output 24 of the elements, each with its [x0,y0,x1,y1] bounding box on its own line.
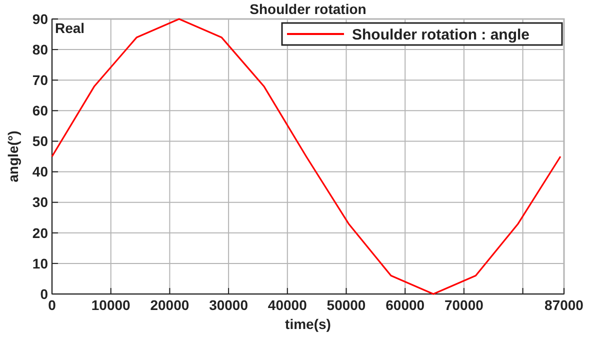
y-tick-label: 10 [32,255,48,272]
x-tick-label: 20000 [150,297,190,313]
y-tick-label: 50 [32,133,48,150]
x-axis-title: time(s) [285,316,331,332]
y-tick-label: 0 [40,286,48,302]
x-tick-label: 60000 [386,297,425,313]
y-tick-label: 70 [32,72,48,88]
chart-title: Shoulder rotation [250,1,366,17]
y-tick-label: 60 [32,102,48,119]
x-tick-label: 40000 [268,297,308,313]
legend-label: Shoulder rotation : angle [352,26,530,44]
annotation: Real [55,20,85,36]
y-tick-label: 40 [32,164,48,180]
y-tick-label: 30 [32,194,48,210]
line-series [51,18,562,295]
y-tick-label: 90 [32,10,48,27]
y-tick-label: 20 [32,224,48,241]
x-tick-label: 50000 [326,297,366,313]
x-tick-label: 10000 [91,297,131,313]
x-tick-label: 70000 [444,297,484,313]
x-tick-label: 30000 [209,297,248,313]
y-axis-title: angle(°) [5,130,21,182]
x-tick-label: 87000 [544,297,584,313]
y-tick-label: 80 [32,41,48,58]
